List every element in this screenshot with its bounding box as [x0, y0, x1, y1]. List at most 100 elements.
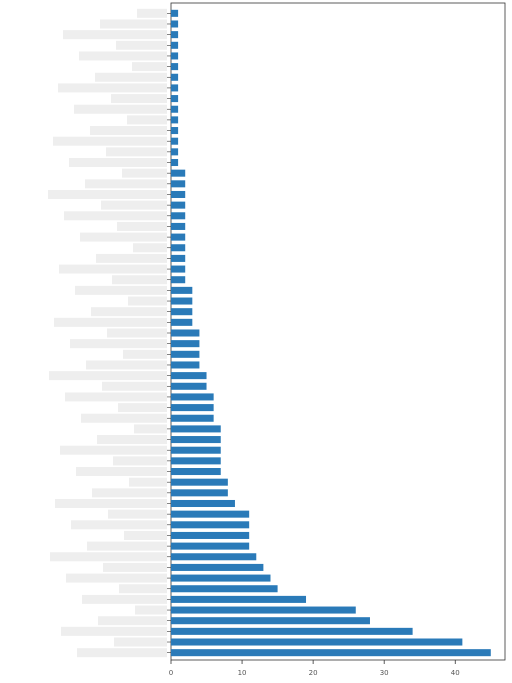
bar: [171, 617, 370, 625]
bar: [171, 372, 207, 380]
label-placeholder: [71, 520, 167, 530]
label-placeholder: [100, 19, 167, 29]
bar: [171, 180, 186, 188]
bar: [171, 638, 463, 646]
label-placeholder: [134, 424, 167, 434]
bar: [171, 574, 271, 582]
bar: [171, 286, 193, 294]
label-placeholder: [76, 467, 167, 477]
label-placeholder: [60, 445, 167, 455]
bar: [171, 468, 221, 476]
bar: [171, 404, 214, 412]
bar: [171, 425, 221, 433]
bar: [171, 52, 179, 60]
bar: [171, 393, 214, 401]
label-placeholder: [85, 179, 167, 189]
bar: [171, 31, 179, 39]
label-placeholder: [92, 488, 167, 498]
x-tick-label: 40: [451, 669, 460, 677]
bar: [171, 361, 200, 369]
bar: [171, 627, 413, 635]
bar: [171, 489, 228, 497]
label-placeholder: [75, 285, 167, 295]
label-placeholder: [58, 83, 167, 93]
bar: [171, 436, 221, 444]
bar: [171, 595, 307, 603]
label-placeholder: [97, 435, 167, 445]
label-placeholder: [106, 147, 167, 157]
label-placeholder: [74, 104, 167, 114]
label-placeholder: [80, 232, 167, 242]
label-placeholder: [95, 72, 167, 82]
bar: [171, 127, 179, 135]
label-placeholder: [128, 296, 167, 306]
bar: [171, 563, 264, 571]
label-placeholder: [77, 648, 167, 658]
bar: [171, 201, 186, 209]
bar: [171, 63, 179, 71]
label-placeholder: [137, 8, 167, 18]
bar: [171, 116, 179, 124]
bar: [171, 478, 228, 486]
label-placeholder: [55, 498, 167, 508]
label-placeholder: [124, 530, 167, 540]
label-placeholder: [66, 573, 167, 583]
label-placeholder: [119, 584, 167, 594]
label-placeholder: [59, 264, 167, 274]
bar: [171, 233, 186, 241]
x-tick-label: 30: [380, 669, 389, 677]
bar: [171, 499, 235, 508]
label-placeholder: [82, 594, 167, 604]
label-placeholder: [108, 509, 167, 519]
bar: [171, 531, 250, 539]
bar: [171, 137, 179, 145]
bar: [171, 41, 179, 49]
bar: [171, 606, 356, 614]
bar: [171, 212, 186, 220]
bar: [171, 350, 200, 358]
bar: [171, 84, 179, 92]
bar: [171, 382, 207, 390]
bar: [171, 95, 179, 103]
bar: [171, 222, 186, 230]
label-placeholder: [111, 94, 167, 104]
bar: [171, 297, 193, 305]
bar: [171, 190, 186, 198]
label-placeholder: [70, 339, 167, 349]
label-placeholder: [112, 275, 167, 285]
label-placeholder: [116, 40, 167, 50]
label-placeholder: [123, 349, 167, 359]
bar: [171, 649, 491, 657]
bar: [171, 9, 179, 17]
label-placeholder: [127, 115, 167, 125]
label-placeholder: [65, 392, 167, 402]
label-placeholder: [98, 616, 167, 626]
label-placeholder: [132, 62, 167, 72]
label-placeholder: [102, 381, 167, 391]
label-placeholder: [49, 371, 167, 381]
label-placeholder: [87, 541, 167, 551]
x-tick-label: 20: [309, 669, 318, 677]
bar: [171, 521, 250, 529]
label-placeholder: [122, 168, 167, 178]
label-placeholder: [64, 211, 167, 221]
bar: [171, 265, 186, 273]
bar: [171, 244, 186, 252]
bar: [171, 510, 250, 518]
label-placeholder: [107, 328, 167, 338]
label-placeholder: [86, 360, 167, 370]
bar: [171, 542, 250, 550]
label-placeholder: [81, 413, 167, 423]
x-tick-label: 0: [169, 669, 173, 677]
label-placeholder: [103, 562, 167, 572]
label-placeholder: [114, 637, 167, 647]
label-placeholder: [96, 253, 167, 263]
bar: [171, 340, 200, 348]
bar: [171, 457, 221, 465]
x-tick-label: 10: [238, 669, 247, 677]
label-placeholder: [63, 30, 167, 40]
label-placeholder: [101, 200, 167, 210]
label-placeholder: [135, 605, 167, 615]
label-placeholder: [129, 477, 167, 487]
